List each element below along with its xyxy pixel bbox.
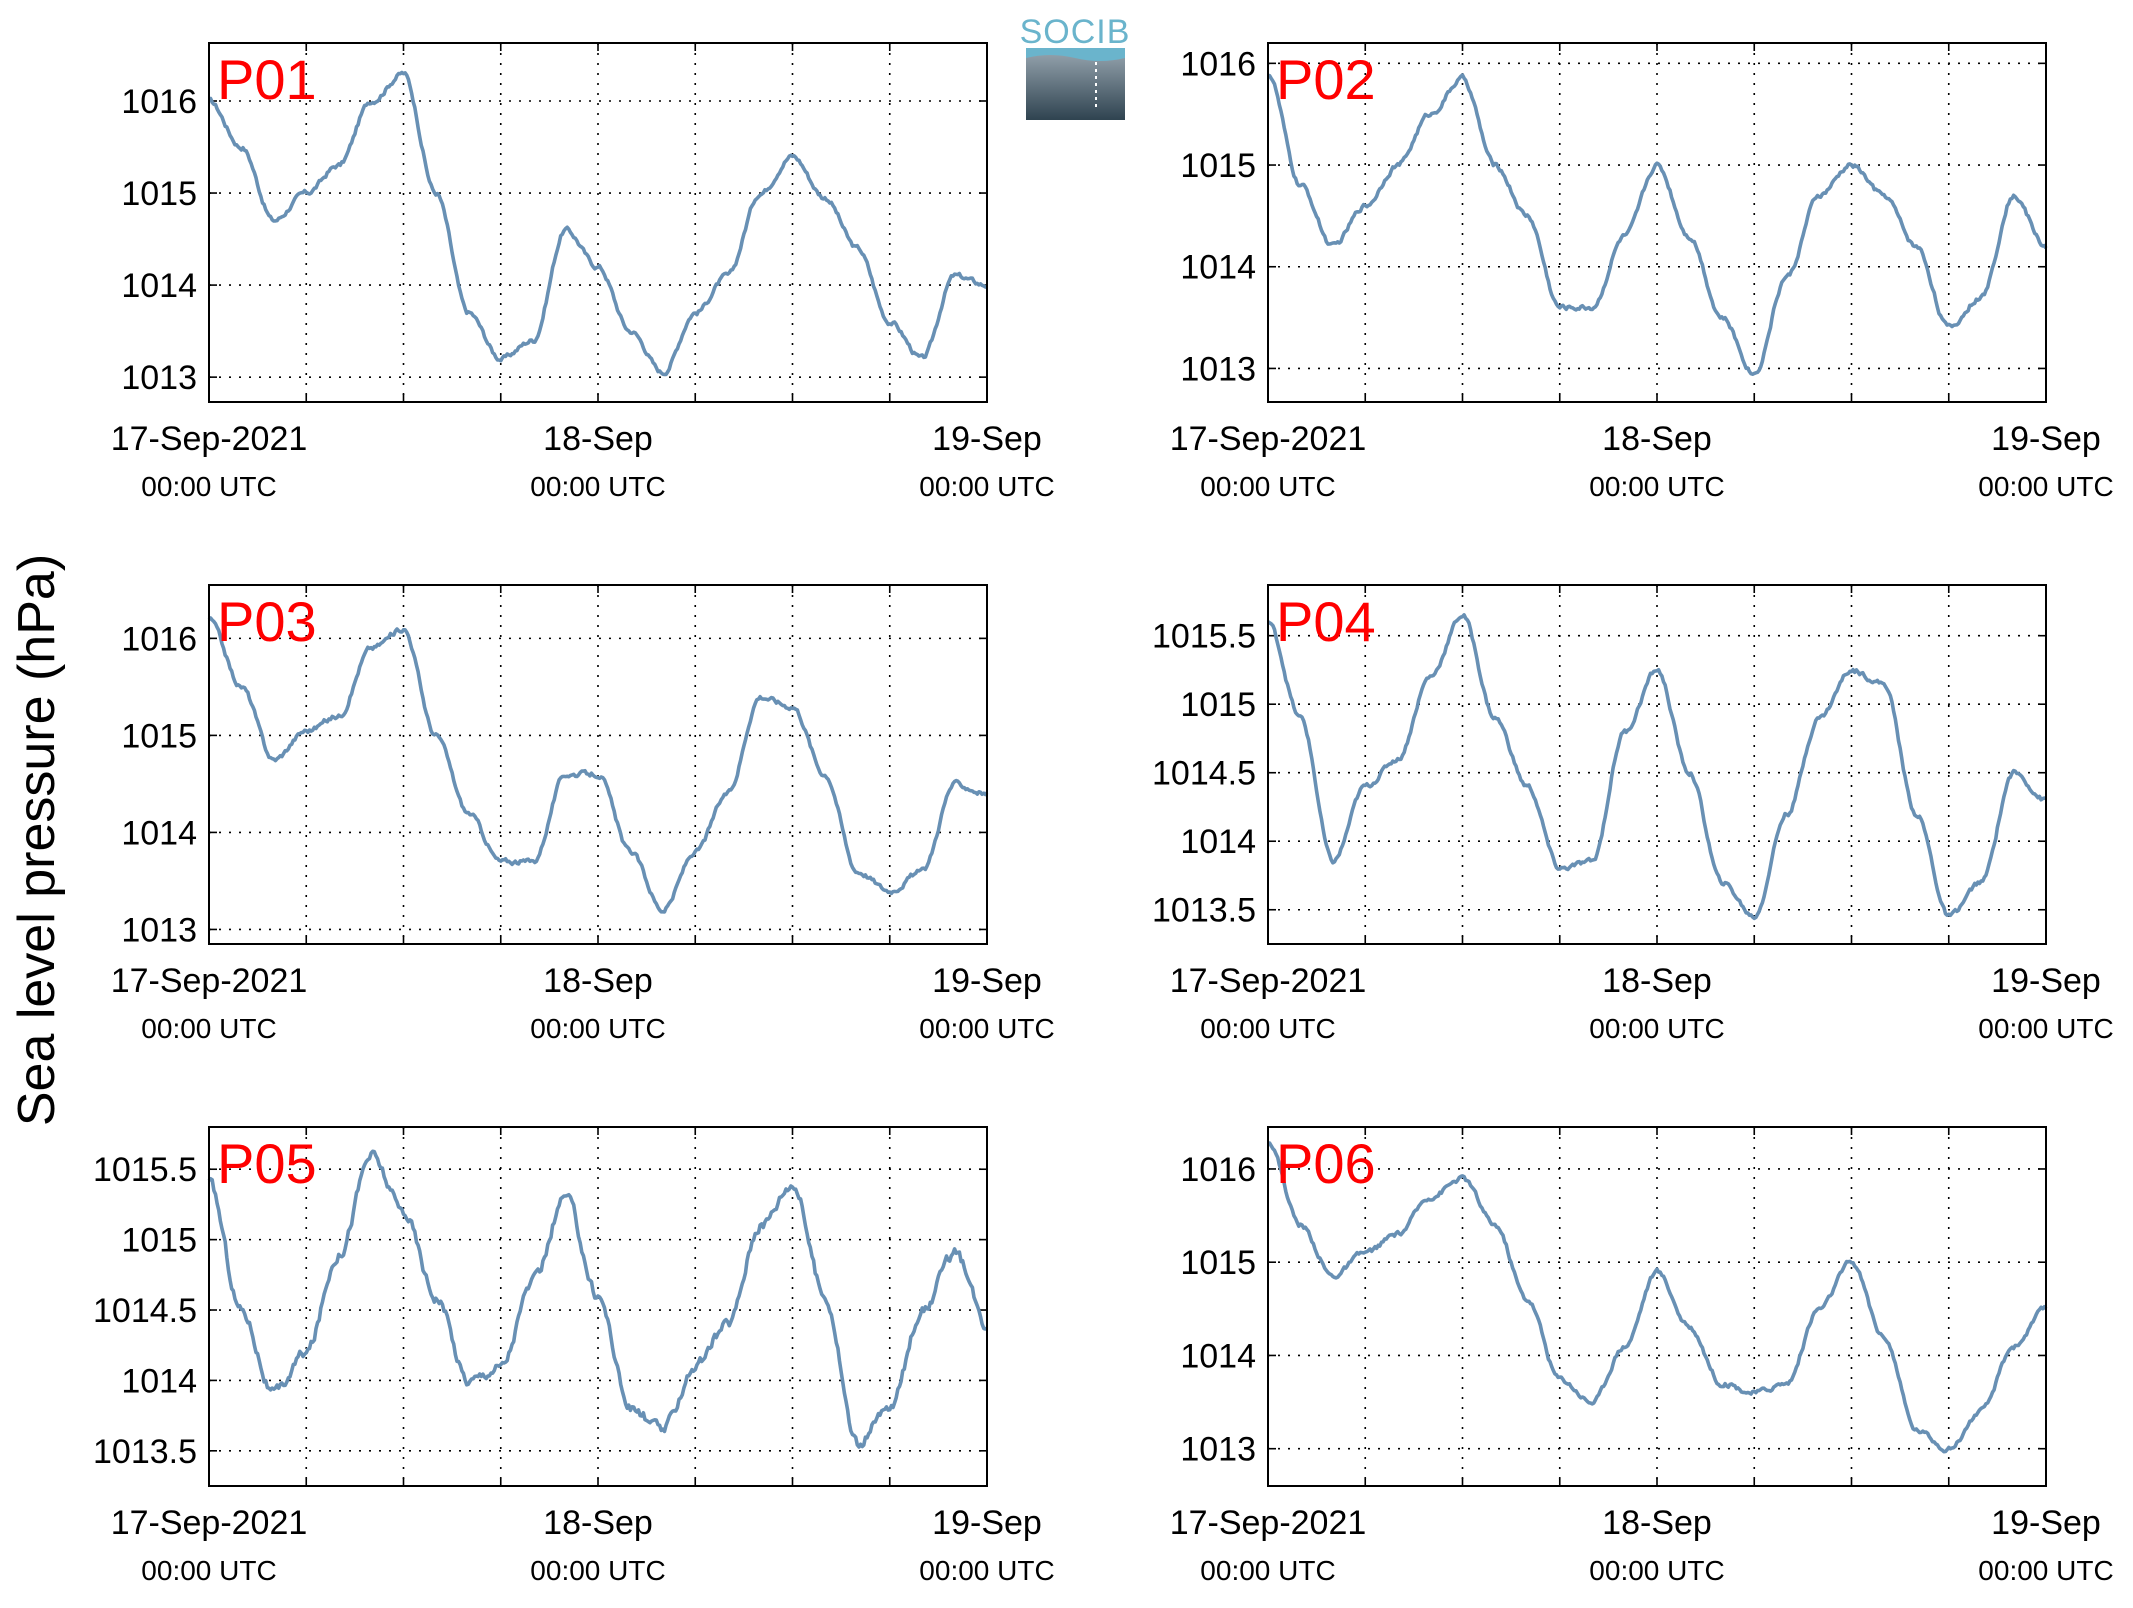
- panel-label: P05: [217, 1132, 317, 1195]
- x-tick-label-time: 00:00 UTC: [1589, 471, 1724, 502]
- x-tick-label-time: 00:00 UTC: [530, 471, 665, 502]
- y-tick-label: 1014.5: [1152, 755, 1256, 793]
- plot-area: [1268, 43, 2046, 402]
- y-tick-label: 1013: [1180, 1431, 1256, 1469]
- x-tick-label-time: 00:00 UTC: [1978, 1555, 2113, 1586]
- y-tick-label: 1013: [121, 359, 197, 397]
- x-tick-label-time: 00:00 UTC: [1978, 1013, 2113, 1044]
- x-tick-label-time: 00:00 UTC: [919, 1013, 1054, 1044]
- x-tick-label-date: 19-Sep: [932, 1504, 1042, 1542]
- series-line-p06: [1267, 1141, 2048, 1454]
- y-tick-label: 1014: [121, 814, 197, 852]
- plot-area: [1268, 585, 2046, 944]
- x-tick-label-time: 00:00 UTC: [530, 1555, 665, 1586]
- panel-label: P03: [217, 590, 317, 653]
- y-tick-label: 1016: [121, 620, 197, 658]
- x-tick-label-date: 17-Sep-2021: [1170, 420, 1367, 458]
- x-tick-label-time: 00:00 UTC: [530, 1013, 665, 1044]
- y-tick-label: 1014: [1180, 249, 1256, 287]
- x-tick-label-date: 18-Sep: [1602, 1504, 1712, 1542]
- panel-label: P01: [217, 48, 317, 111]
- x-tick-label-time: 00:00 UTC: [141, 1013, 276, 1044]
- y-tick-label: 1015: [1180, 1244, 1256, 1282]
- axes-frame: [1267, 584, 2047, 945]
- x-tick-label-time: 00:00 UTC: [141, 1555, 276, 1586]
- y-tick-label: 1014: [1180, 823, 1256, 861]
- y-tick-label: 1014.5: [93, 1292, 197, 1330]
- x-tick-label-date: 19-Sep: [932, 962, 1042, 1000]
- panel-label: P02: [1276, 48, 1376, 111]
- y-tick-label: 1014: [1180, 1337, 1256, 1375]
- axes-frame: [1267, 42, 2047, 403]
- x-tick-label-date: 19-Sep: [1991, 1504, 2101, 1542]
- y-tick-label: 1015: [121, 1222, 197, 1260]
- y-tick-label: 1015.5: [93, 1151, 197, 1189]
- x-tick-label-time: 00:00 UTC: [1200, 1555, 1335, 1586]
- y-tick-label: 1015: [121, 175, 197, 213]
- plot-area: [209, 1127, 987, 1486]
- axes-frame: [1267, 1126, 2047, 1487]
- axes-frame: [208, 584, 988, 945]
- y-tick-label: 1014: [121, 1362, 197, 1400]
- x-tick-label-date: 17-Sep-2021: [111, 420, 308, 458]
- y-tick-label: 1013: [121, 911, 197, 949]
- x-tick-label-date: 19-Sep: [1991, 420, 2101, 458]
- x-tick-label-time: 00:00 UTC: [141, 471, 276, 502]
- plot-area: [1268, 1127, 2046, 1486]
- plot-area: [209, 43, 987, 402]
- axes-frame: [208, 42, 988, 403]
- x-tick-label-date: 18-Sep: [1602, 420, 1712, 458]
- y-tick-label: 1015.5: [1152, 618, 1256, 656]
- x-tick-label-time: 00:00 UTC: [919, 1555, 1054, 1586]
- y-tick-label: 1016: [121, 83, 197, 121]
- panel-p03: 1013 1014 1015 1016 17-Sep-2021 00:00 UTC 18-S…: [111, 584, 1055, 1044]
- x-tick-label-time: 00:00 UTC: [1200, 1013, 1335, 1044]
- x-tick-label-date: 19-Sep: [1991, 962, 2101, 1000]
- y-tick-label: 1013.5: [1152, 892, 1256, 930]
- socib-logo: SOCIB: [1020, 13, 1131, 120]
- x-tick-label-time: 00:00 UTC: [1589, 1013, 1724, 1044]
- y-tick-label: 1015: [1180, 686, 1256, 724]
- x-tick-label-date: 18-Sep: [543, 1504, 653, 1542]
- x-tick-label-date: 17-Sep-2021: [1170, 962, 1367, 1000]
- x-tick-label-date: 17-Sep-2021: [1170, 1504, 1367, 1542]
- series-line-p02: [1267, 73, 2048, 377]
- panel-p01: 1013 1014 1015 1016 17-Sep-2021 00:00 UTC 18-S…: [111, 42, 1055, 502]
- x-tick-label-date: 18-Sep: [543, 962, 653, 1000]
- x-tick-label-date: 17-Sep-2021: [111, 1504, 308, 1542]
- panel-label: P06: [1276, 1132, 1376, 1195]
- x-tick-label-time: 00:00 UTC: [1978, 471, 2113, 502]
- y-axis-label: Sea level pressure (hPa): [8, 554, 66, 1126]
- panel-p04: 1013.5 1014 1014.5 1015 1015.5 17-Sep-2021 00:…: [1152, 584, 2114, 1044]
- series-line-p04: [1266, 613, 2047, 921]
- y-tick-label: 1016: [1180, 45, 1256, 83]
- x-tick-label-time: 00:00 UTC: [919, 471, 1054, 502]
- socib-logo-text: SOCIB: [1020, 13, 1131, 51]
- x-tick-label-date: 18-Sep: [1602, 962, 1712, 1000]
- y-tick-label: 1013: [1180, 350, 1256, 388]
- x-tick-label-time: 00:00 UTC: [1200, 471, 1335, 502]
- series-line-p05: [207, 1149, 988, 1449]
- x-tick-label-date: 17-Sep-2021: [111, 962, 308, 1000]
- axes-frame: [208, 1126, 988, 1487]
- y-tick-label: 1016: [1180, 1151, 1256, 1189]
- plot-area: [209, 585, 987, 944]
- x-tick-label-time: 00:00 UTC: [1589, 1555, 1724, 1586]
- y-tick-label: 1013.5: [93, 1433, 197, 1471]
- x-tick-label-date: 18-Sep: [543, 420, 653, 458]
- y-tick-label: 1015: [1180, 147, 1256, 185]
- panel-p02: 1013 1014 1015 1016 17-Sep-2021 00:00 UTC 18-S…: [1170, 42, 2114, 502]
- series-line-p03: [207, 616, 989, 914]
- y-tick-label: 1014: [121, 267, 197, 305]
- panel-label: P04: [1276, 590, 1376, 653]
- panel-p06: 1013 1014 1015 1016 17-Sep-2021 00:00 UTC 18-S…: [1170, 1126, 2114, 1586]
- y-tick-label: 1015: [121, 717, 197, 755]
- x-tick-label-date: 19-Sep: [932, 420, 1042, 458]
- panel-p05: 1013.5 1014 1014.5 1015 1015.5 17-Sep-2021 00:…: [93, 1126, 1055, 1586]
- series-line-p01: [208, 70, 988, 377]
